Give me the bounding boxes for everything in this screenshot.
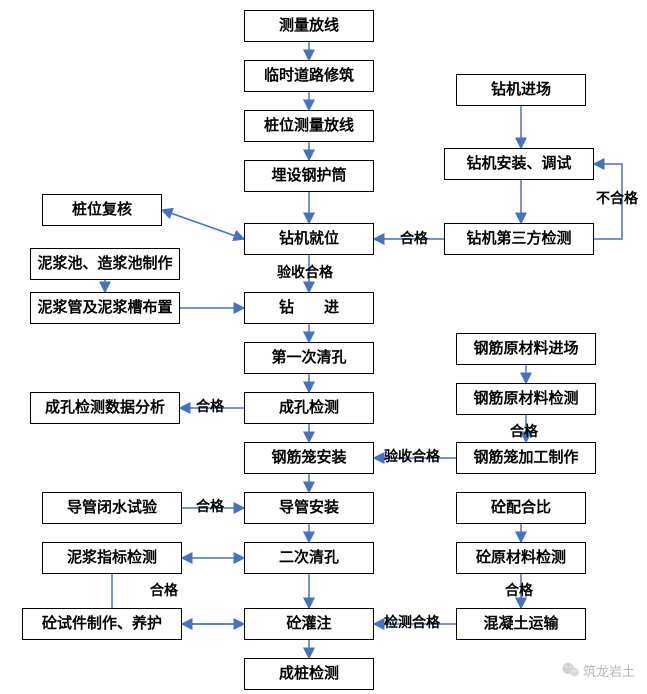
flow-node-rebar_test: 钢筋原材料检测 bbox=[456, 383, 596, 415]
flow-node-road: 临时道路修筑 bbox=[244, 60, 374, 92]
edge-label: 合格 bbox=[196, 396, 224, 416]
flow-node-pos_check: 桩位复核 bbox=[42, 194, 162, 226]
flow-node-raw_test: 砼原材料检测 bbox=[456, 542, 586, 574]
flow-node-sample: 砼试件制作、养护 bbox=[22, 608, 182, 640]
flow-node-mix: 砼配合比 bbox=[456, 492, 586, 524]
flow-node-hole_data: 成孔检测数据分析 bbox=[30, 392, 180, 424]
watermark-text: 筑龙岩土 bbox=[583, 661, 635, 680]
flow-node-pos_survey: 桩位测量放线 bbox=[244, 110, 374, 142]
flow-node-tube_water: 导管闭水试验 bbox=[42, 492, 182, 524]
flow-node-rig_enter: 钻机进场 bbox=[456, 74, 586, 106]
watermark: 筑龙岩土 bbox=[561, 660, 635, 680]
flow-node-tube_install: 导管安装 bbox=[244, 492, 374, 524]
edge-label: 合格 bbox=[505, 580, 533, 600]
edge-label: 验收合格 bbox=[277, 262, 333, 282]
edge-label: 合格 bbox=[196, 496, 224, 516]
flow-node-rebar_enter: 钢筋原材料进场 bbox=[456, 333, 596, 365]
flow-node-pile_test: 成桩检测 bbox=[244, 658, 374, 690]
flow-node-clean1: 第一次清孔 bbox=[244, 342, 374, 374]
edge-label: 合格 bbox=[400, 228, 428, 248]
edge-label: 合格 bbox=[150, 580, 178, 600]
flow-node-rig_install: 钻机安装、调试 bbox=[444, 148, 594, 180]
edge-label: 合格 bbox=[510, 421, 538, 441]
flow-node-cage_install: 钢筋笼安装 bbox=[244, 442, 374, 474]
flow-node-clean2: 二次清孔 bbox=[244, 542, 374, 574]
flow-node-cage_make: 钢筋笼加工制作 bbox=[456, 442, 596, 474]
edge-label: 验收合格 bbox=[384, 446, 440, 466]
edge-label: 不合格 bbox=[596, 188, 638, 208]
edge-n_pos_check-n_in_pos bbox=[162, 210, 244, 239]
flow-node-mud_pipe: 泥浆管及泥浆槽布置 bbox=[30, 292, 180, 324]
flow-node-pour: 砼灌注 bbox=[244, 608, 374, 640]
flow-node-hole_test: 成孔检测 bbox=[244, 392, 374, 424]
flow-node-casing: 埋设钢护筒 bbox=[244, 160, 374, 192]
flow-node-mud_pool: 泥浆池、造浆池制作 bbox=[30, 248, 180, 280]
edge-label: 检测合格 bbox=[384, 612, 440, 632]
flow-node-in_pos: 钻机就位 bbox=[244, 223, 374, 255]
wechat-icon bbox=[561, 660, 581, 680]
flow-node-conc_trans: 混凝土运输 bbox=[456, 608, 586, 640]
flow-node-drill: 钻 进 bbox=[244, 292, 374, 324]
flow-node-rig_3rd: 钻机第三方检测 bbox=[444, 223, 594, 255]
flow-node-survey: 测量放线 bbox=[244, 10, 374, 42]
flow-node-mud_index: 泥浆指标检测 bbox=[42, 542, 182, 574]
